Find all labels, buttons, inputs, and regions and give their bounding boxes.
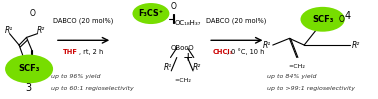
Text: O: O	[30, 9, 36, 18]
Text: =CH₂: =CH₂	[174, 78, 191, 83]
Ellipse shape	[5, 55, 53, 83]
Text: THF: THF	[63, 49, 78, 55]
Text: O: O	[339, 15, 344, 24]
Text: up to >99:1 regioselectivity: up to >99:1 regioselectivity	[267, 86, 355, 91]
Text: R¹: R¹	[5, 26, 13, 35]
Text: OC₁₈H₃₇: OC₁₈H₃₇	[175, 20, 201, 26]
Text: R²: R²	[193, 63, 201, 72]
Text: O: O	[171, 2, 177, 11]
Text: DABCO (20 mol%): DABCO (20 mol%)	[53, 18, 113, 24]
Text: 4: 4	[345, 11, 351, 21]
Text: OBocO: OBocO	[170, 45, 194, 51]
Text: R²: R²	[352, 41, 361, 50]
Text: +: +	[183, 51, 193, 64]
Text: , rt, 2 h: , rt, 2 h	[79, 49, 103, 55]
Text: 3: 3	[25, 83, 31, 93]
Text: up to 84% yield: up to 84% yield	[267, 74, 317, 79]
Ellipse shape	[132, 3, 169, 24]
Text: R²: R²	[36, 26, 45, 35]
Text: CHCl₃: CHCl₃	[213, 49, 234, 55]
Text: SCF₃: SCF₃	[19, 64, 40, 73]
Text: SCF₃: SCF₃	[312, 15, 333, 24]
Text: up to 96% yield: up to 96% yield	[51, 74, 101, 79]
Text: up to 60:1 regioselectivity: up to 60:1 regioselectivity	[51, 86, 134, 91]
Text: R¹: R¹	[164, 63, 172, 72]
Text: R¹: R¹	[263, 41, 271, 50]
Text: DABCO (20 mol%): DABCO (20 mol%)	[206, 18, 267, 24]
Ellipse shape	[301, 7, 345, 32]
Text: F₃CS⁺: F₃CS⁺	[138, 9, 164, 18]
Text: , 0 °C, 10 h: , 0 °C, 10 h	[227, 48, 264, 55]
Text: =CH₂: =CH₂	[288, 64, 305, 69]
